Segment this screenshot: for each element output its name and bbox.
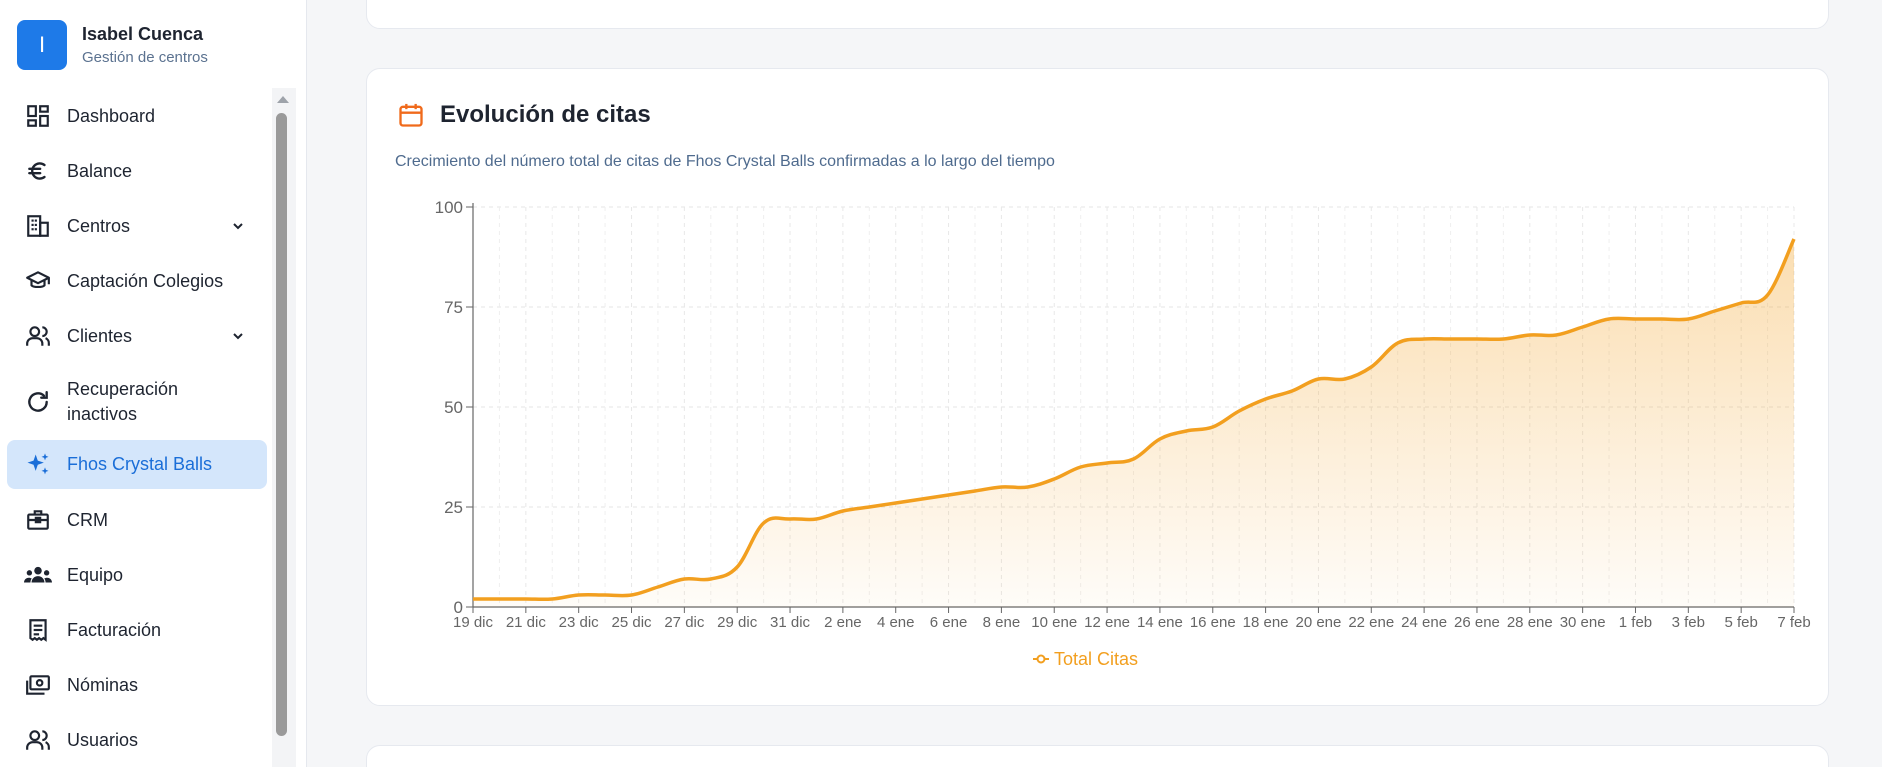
y-tick-label: 75 — [444, 298, 463, 317]
x-tick-label: 10 ene — [1031, 614, 1077, 631]
series-line — [472, 238, 1796, 602]
card-title: Evolución de citas — [440, 101, 651, 128]
sidebar-scrollbar[interactable] — [272, 88, 296, 767]
x-tick-label: 2 ene — [824, 614, 862, 631]
chevron-down-icon — [231, 329, 245, 343]
x-tick-label: 5 feb — [1724, 614, 1757, 631]
x-tick-label: 25 dic — [612, 614, 653, 631]
sidebar-item-nominas[interactable]: Nóminas — [7, 666, 267, 704]
sidebar-item-label: Fhos Crystal Balls — [67, 454, 213, 474]
sidebar-item-label: CRM — [67, 509, 108, 530]
y-tick-label: 25 — [444, 498, 463, 517]
x-tick-label: 6 ene — [930, 614, 968, 631]
legend-label: Total Citas — [1054, 649, 1138, 669]
previous-card — [366, 0, 1829, 29]
scroll-up-arrow-icon[interactable] — [277, 96, 289, 103]
appointments-evolution-card: Evolución de citas Crecimiento del númer… — [366, 68, 1829, 706]
next-card — [366, 745, 1829, 767]
card-subtitle: Crecimiento del número total de citas de… — [395, 153, 1055, 170]
graduation-cap-icon — [24, 267, 52, 295]
sparkles-icon — [24, 451, 52, 479]
series-area — [473, 239, 1794, 607]
x-tick-label: 7 feb — [1777, 614, 1810, 631]
sidebar-item-balance[interactable]: Balance — [7, 152, 267, 190]
y-tick-label: 50 — [444, 398, 463, 417]
sidebar-item-usuarios[interactable]: Usuarios — [7, 721, 267, 759]
x-tick-label: 22 ene — [1348, 614, 1394, 631]
chevron-down-icon — [231, 219, 245, 233]
x-tick-label: 26 ene — [1454, 614, 1500, 631]
x-tick-label: 23 dic — [559, 614, 600, 631]
x-tick-label: 24 ene — [1401, 614, 1447, 631]
user-role: Gestión de centros — [82, 49, 208, 66]
x-tick-label: 4 ene — [877, 614, 915, 631]
y-tick-label: 0 — [454, 598, 463, 617]
sidebar-item-fhos-crystal-balls[interactable]: Fhos Crystal Balls — [7, 440, 267, 489]
sidebar-item-label: Usuarios — [67, 729, 139, 750]
users-icon — [24, 322, 52, 350]
sidebar-item-equipo[interactable]: Equipo — [7, 556, 267, 594]
x-tick-label: 29 dic — [717, 614, 758, 631]
legend-marker-icon — [1036, 654, 1046, 664]
building-icon — [24, 212, 52, 240]
x-tick-label: 20 ene — [1295, 614, 1341, 631]
x-tick-label: 12 ene — [1084, 614, 1130, 631]
line-chart: 0 25 50 75 100 19 dic 21 dic 23 dic 25 dic 27 dic… — [367, 69, 1830, 707]
avatar: I — [17, 20, 67, 70]
sidebar-item-facturacion[interactable]: Facturación — [7, 611, 267, 649]
x-tick-label: 16 ene — [1190, 614, 1236, 631]
x-tick-label: 19 dic — [453, 614, 494, 631]
sidebar-item-clientes[interactable]: Clientes — [7, 317, 267, 355]
sidebar-item-label: Dashboard — [67, 105, 156, 126]
sidebar-item-crm[interactable]: CRM — [7, 501, 267, 539]
scrollbar-thumb[interactable] — [276, 113, 287, 736]
euro-icon — [24, 157, 52, 185]
receipt-icon — [24, 616, 52, 644]
team-icon — [24, 561, 52, 589]
y-tick-label: 100 — [435, 198, 463, 217]
x-tick-label: 28 ene — [1507, 614, 1553, 631]
x-tick-label: 14 ene — [1137, 614, 1183, 631]
dashboard-icon — [24, 102, 52, 130]
x-tick-label: 8 ene — [983, 614, 1021, 631]
user-group-icon — [24, 726, 52, 754]
sidebar-item-centros[interactable]: Centros — [7, 207, 267, 245]
sidebar-item-label: Nóminas — [67, 674, 139, 695]
sidebar-item-label: Recuperación inactivos — [67, 379, 179, 424]
user-name: Isabel Cuenca — [82, 24, 204, 44]
x-tick-label: 1 feb — [1619, 614, 1652, 631]
sidebar-item-label: Balance — [67, 160, 133, 181]
sidebar-item-label: Equipo — [67, 564, 124, 585]
x-tick-label: 3 feb — [1672, 614, 1705, 631]
x-tick-label: 21 dic — [506, 614, 547, 631]
sidebar-item-label: Facturación — [67, 619, 162, 640]
refresh-icon — [24, 388, 52, 416]
x-tick-label: 31 dic — [770, 614, 811, 631]
sidebar-item-dashboard[interactable]: Dashboard — [7, 97, 267, 135]
sidebar-item-label: Clientes — [67, 325, 133, 346]
sidebar-item-label: Captación Colegios — [67, 270, 224, 291]
briefcase-icon — [24, 506, 52, 534]
x-tick-label: 30 ene — [1560, 614, 1606, 631]
sidebar-item-captacion-colegios[interactable]: Captación Colegios — [7, 262, 267, 300]
sidebar: I Isabel Cuenca Gestión de centros Dashb… — [0, 0, 307, 767]
sidebar-item-label: Centros — [67, 215, 131, 236]
sidebar-nav: Dashboard Balance Centros Captación Cole… — [0, 88, 272, 767]
calendar-icon — [397, 101, 425, 129]
sidebar-item-recuperacion-inactivos[interactable]: Recuperación inactivos — [7, 372, 267, 432]
chart-svg: 0 25 50 75 100 19 dic 21 dic 23 dic 25 dic 27 dic… — [435, 198, 1811, 669]
money-icon — [24, 671, 52, 699]
x-tick-label: 18 ene — [1243, 614, 1289, 631]
user-profile[interactable]: I Isabel Cuenca Gestión de centros — [17, 20, 208, 70]
card-header: Evolución de citas — [397, 101, 651, 129]
x-tick-label: 27 dic — [664, 614, 705, 631]
